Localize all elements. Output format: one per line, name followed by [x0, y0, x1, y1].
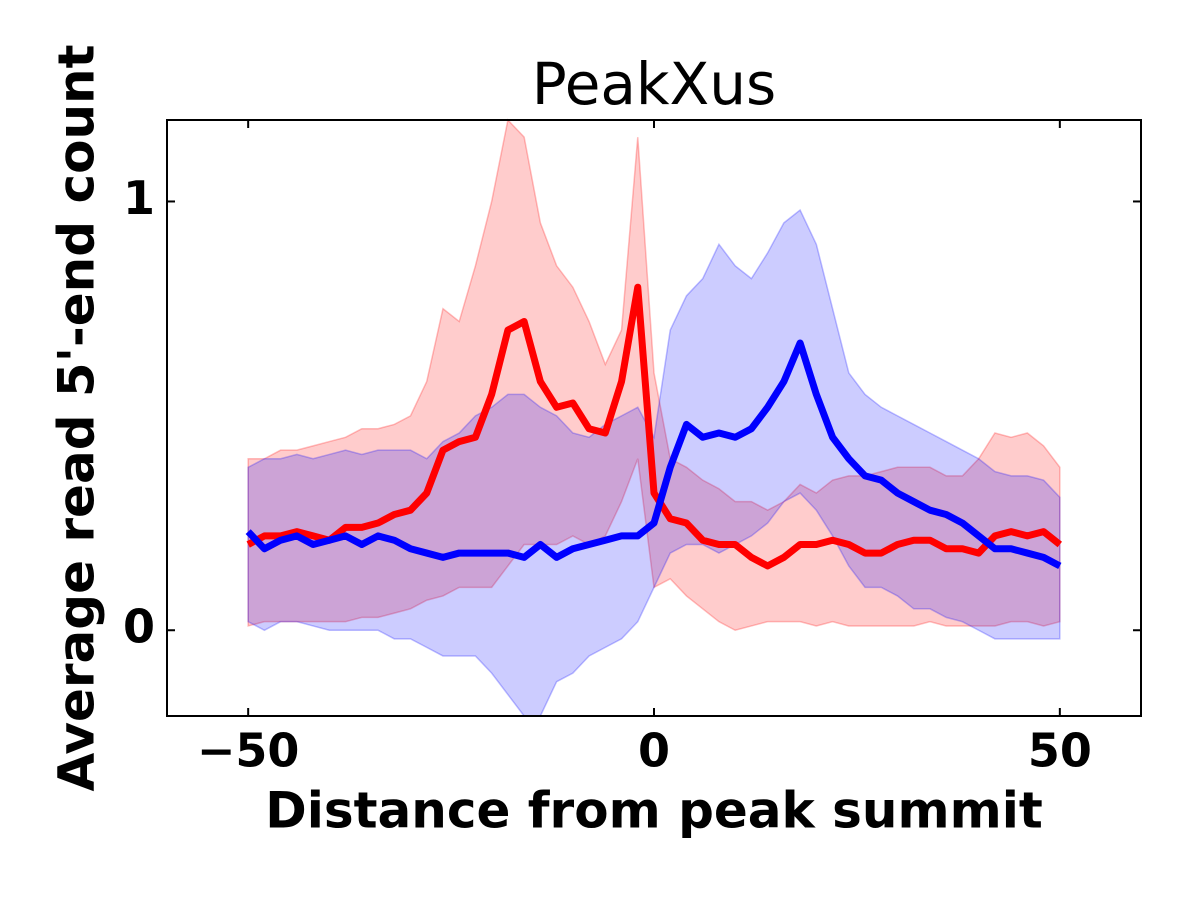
- x-tick-label: −50: [197, 724, 300, 778]
- data-line: [246, 283, 1063, 570]
- y-axis-label: Average read 5'-end count: [48, 44, 106, 791]
- plot-area: [245, 118, 1063, 717]
- x-tick-label: 50: [1028, 724, 1092, 778]
- data-line: [245, 339, 1062, 570]
- x-axis-label: Distance from peak summit: [265, 782, 1043, 840]
- chart-title: PeakXus: [532, 50, 776, 118]
- y-tick-label: 0: [123, 600, 155, 654]
- y-tick-label: 1: [123, 171, 155, 225]
- error-band: [247, 118, 1061, 632]
- x-tick-label: 0: [638, 724, 670, 778]
